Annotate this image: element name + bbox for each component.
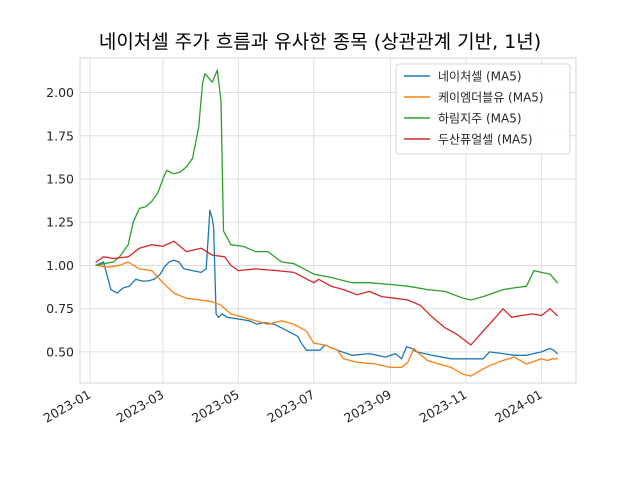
y-tick-label: 1.50: [46, 172, 74, 187]
legend: 네이처셀 (MA5) 케이엠더블유 (MA5) 하림지주 (MA5) 두산퓨얼셀 (M…: [395, 63, 571, 155]
legend-box: [395, 63, 571, 155]
series-line-1: [95, 209, 559, 360]
legend-label-1: 네이처셀 (MA5): [438, 70, 522, 84]
grid-layer: [80, 58, 576, 383]
y-tick-label: 1.00: [46, 258, 74, 273]
series-line-4: [95, 240, 559, 346]
y-tick-label: 2.00: [46, 85, 74, 100]
series-line-2: [95, 261, 559, 377]
y-tick-label: 1.75: [46, 128, 74, 143]
legend-label-3: 하림지주 (MA5): [438, 112, 522, 126]
legend-label-2: 케이엠더블유 (MA5): [438, 91, 544, 105]
y-tick-label: 0.50: [46, 344, 74, 359]
y-tick-label: 1.25: [46, 215, 74, 230]
y-tick-label: 0.75: [46, 301, 74, 316]
series-line-3: [95, 69, 559, 301]
series-layer: [95, 69, 559, 377]
chart-title: 네이처셀 주가 흐름과 유사한 종목 (상관관계 기반, 1년): [99, 31, 541, 53]
legend-label-4: 두산퓨얼셀 (MA5): [438, 133, 533, 147]
